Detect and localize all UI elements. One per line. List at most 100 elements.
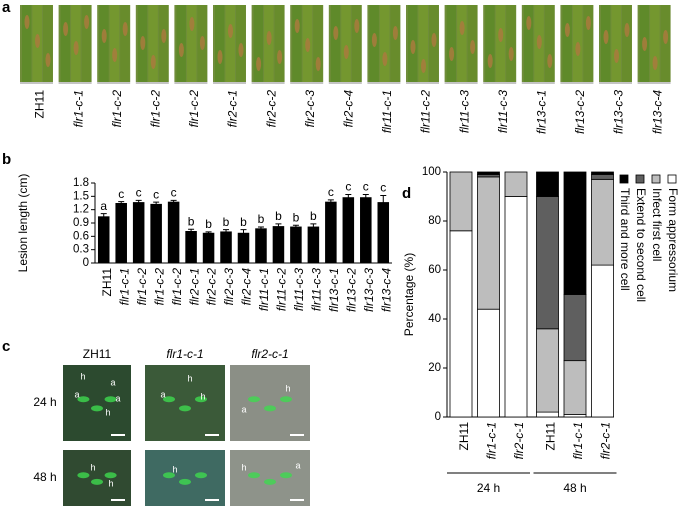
lesion bbox=[140, 36, 146, 50]
fungal-signal bbox=[248, 396, 260, 403]
significance-letter: b bbox=[310, 209, 317, 223]
leaf-blade bbox=[583, 5, 593, 82]
genotype-label: flr2-c-1 bbox=[226, 90, 240, 127]
bar bbox=[307, 226, 320, 263]
significance-letter: c bbox=[345, 180, 351, 194]
lesion bbox=[421, 59, 426, 73]
micrograph-bg bbox=[145, 365, 225, 441]
leaf-blade bbox=[351, 5, 362, 82]
leaf-photo bbox=[444, 5, 478, 84]
leaf-blade bbox=[523, 5, 534, 82]
error-bar bbox=[240, 229, 247, 236]
lesion bbox=[24, 15, 30, 29]
genotype-label: flr13-c-4 bbox=[650, 90, 664, 134]
leaf-blade bbox=[457, 5, 467, 82]
leaf-blade bbox=[341, 5, 351, 82]
y-axis-label: Percentage (%) bbox=[402, 253, 416, 336]
micrograph-annotation: h bbox=[285, 383, 290, 393]
lesion bbox=[624, 23, 630, 37]
micrograph-annotation: a bbox=[160, 389, 165, 399]
lesion bbox=[45, 53, 51, 67]
bar bbox=[167, 201, 180, 263]
significance-letter: b bbox=[188, 214, 195, 228]
genotype-label: flr1-c-1 bbox=[71, 90, 85, 127]
x-tick-label: flr2-c-2 bbox=[205, 268, 219, 306]
genotype-label: flr13-c-1 bbox=[534, 90, 548, 134]
micrograph-bg bbox=[145, 450, 225, 506]
genotype-label: ZH11 bbox=[33, 90, 47, 119]
significance-letter: b bbox=[240, 215, 247, 229]
bar bbox=[272, 226, 285, 263]
leaf-blade bbox=[148, 5, 158, 82]
micrograph-annotation: h bbox=[172, 464, 177, 474]
lesion bbox=[150, 55, 156, 69]
error-bar bbox=[100, 213, 107, 219]
y-tick-label: 80 bbox=[428, 215, 441, 227]
x-tick-label: flr1-c-1 bbox=[571, 422, 585, 459]
leaf-blade bbox=[379, 5, 390, 82]
stacked-segment bbox=[591, 178, 614, 266]
bar bbox=[237, 232, 250, 263]
stacked-segment bbox=[563, 360, 587, 415]
leaf-blade bbox=[485, 5, 495, 82]
leaf-blade bbox=[158, 5, 169, 82]
leaf-photo bbox=[328, 5, 362, 84]
fungal-signal bbox=[195, 396, 207, 403]
lesion bbox=[189, 17, 195, 31]
bar bbox=[185, 231, 197, 263]
genotype-label: flr1-c-2 bbox=[148, 90, 162, 128]
leaf-blade bbox=[495, 5, 506, 82]
legend-swatch bbox=[619, 174, 629, 184]
significance-letter: c bbox=[363, 180, 369, 194]
error-bar bbox=[257, 226, 264, 230]
significance-letter: c bbox=[118, 187, 124, 201]
leaf-blade bbox=[622, 5, 632, 82]
leaf-blade bbox=[390, 5, 400, 82]
error-bar bbox=[292, 224, 299, 228]
y-tick-label: 0 bbox=[435, 411, 441, 423]
legend-swatch bbox=[651, 174, 661, 184]
fungal-signal bbox=[77, 396, 90, 403]
stacked-segment bbox=[563, 171, 587, 295]
lesion bbox=[73, 41, 79, 55]
stacked-segment bbox=[563, 294, 587, 362]
leaf-blade bbox=[43, 5, 53, 82]
y-tick-label: 60 bbox=[428, 264, 441, 276]
lesion bbox=[101, 29, 107, 43]
error-bar bbox=[170, 199, 177, 203]
leaf-blade bbox=[225, 5, 235, 82]
lesion bbox=[112, 48, 118, 62]
leaf-blade bbox=[215, 5, 225, 82]
significance-letter: b bbox=[293, 210, 300, 224]
micrograph-bg bbox=[230, 450, 310, 506]
significance-letter: b bbox=[275, 209, 282, 223]
lesion bbox=[564, 23, 570, 37]
leaf-photo bbox=[367, 5, 401, 84]
bar bbox=[150, 203, 162, 263]
leaf-blade bbox=[446, 5, 457, 82]
error-bar bbox=[153, 201, 160, 206]
lesion bbox=[238, 43, 244, 57]
lesion bbox=[663, 30, 669, 44]
lesion bbox=[161, 29, 167, 43]
error-bar bbox=[188, 228, 195, 233]
leaf-photo bbox=[213, 5, 246, 84]
significance-letter: c bbox=[171, 186, 177, 200]
group-label: 24 h bbox=[477, 481, 500, 495]
y-axis-label: Lesion length (cm) bbox=[16, 174, 30, 273]
lesion bbox=[256, 57, 262, 71]
lesion bbox=[547, 54, 553, 68]
legend-swatch bbox=[635, 174, 645, 184]
leaf-blade bbox=[253, 5, 264, 82]
x-tick-label: flr11-c-2 bbox=[275, 268, 289, 311]
error-bar bbox=[380, 194, 387, 209]
micrograph: h a h bbox=[145, 365, 225, 441]
micrograph-annotation: h bbox=[90, 462, 95, 472]
lesion bbox=[217, 50, 223, 64]
column-label: flr1-c-1 bbox=[166, 347, 203, 361]
leaf-blade bbox=[274, 5, 285, 82]
stacked-segment bbox=[536, 411, 559, 418]
x-tick-label: flr11-c-3 bbox=[292, 268, 306, 311]
x-tick-label: flr2-c-4 bbox=[240, 268, 254, 306]
